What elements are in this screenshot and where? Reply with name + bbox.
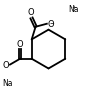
Text: Na: Na	[68, 5, 78, 14]
Text: +: +	[71, 5, 76, 10]
Text: Na: Na	[2, 79, 12, 88]
Text: O: O	[47, 20, 54, 29]
Text: O: O	[17, 40, 23, 49]
Text: O: O	[3, 61, 10, 70]
Text: −: −	[49, 20, 54, 25]
Text: O: O	[28, 8, 34, 17]
